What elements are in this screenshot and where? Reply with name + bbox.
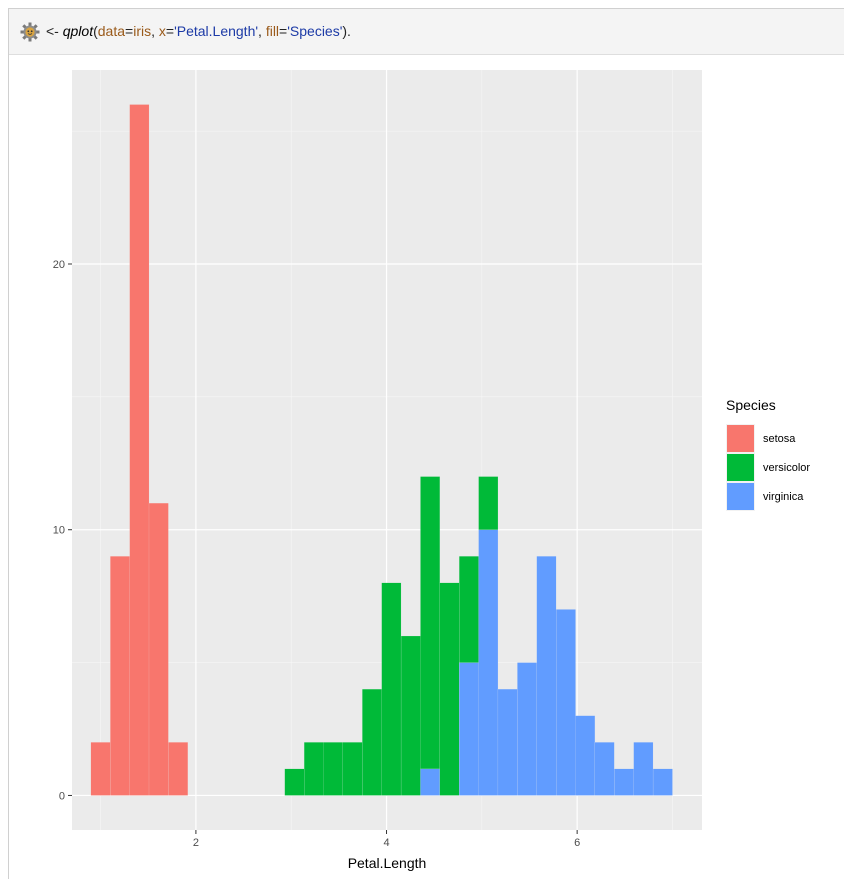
code-arg-name: data: [97, 23, 126, 39]
code-line: <- qplot(data=iris, x='Petal.Length', fi…: [46, 23, 351, 39]
bar-virginica: [420, 768, 440, 796]
y-tick-label: 0: [59, 790, 65, 802]
code-eq: =: [165, 23, 175, 39]
x-tick-label: 2: [193, 837, 199, 849]
bar-virginica: [478, 529, 499, 796]
bar-virginica: [556, 609, 576, 796]
output-frame: [8, 8, 844, 879]
code-paren-close: ).: [342, 23, 351, 39]
code-arg-value: iris: [133, 23, 152, 39]
code-eq: =: [125, 23, 134, 39]
y-tick-label: 10: [53, 525, 65, 537]
bar-virginica: [536, 556, 557, 796]
code-arg-name: fill: [265, 23, 280, 39]
code-assign: <-: [46, 23, 63, 39]
bar-virginica: [517, 662, 537, 796]
code-sep: ,: [258, 23, 266, 39]
bar-virginica: [652, 768, 673, 796]
code-arg-name: x: [158, 23, 166, 39]
bar-versicolor: [342, 742, 363, 796]
bar-setosa: [129, 104, 150, 796]
bar-versicolor: [323, 742, 344, 796]
bar-versicolor: [459, 556, 479, 663]
legend-key-setosa: [727, 425, 754, 452]
bar-versicolor: [420, 476, 440, 770]
legend-label-setosa: setosa: [763, 433, 796, 445]
x-tick-label: 6: [574, 837, 580, 849]
bar-virginica: [614, 768, 634, 796]
code-eq: =: [279, 23, 288, 39]
bar-setosa: [148, 503, 169, 796]
bar-setosa: [90, 742, 111, 796]
bar-versicolor: [439, 582, 460, 796]
x-tick-label: 4: [383, 837, 389, 849]
code-function: qplot: [62, 23, 94, 39]
gear-robot-icon: [20, 22, 40, 42]
legend-title: Species: [726, 397, 776, 413]
x-axis-title: Petal.Length: [348, 855, 427, 871]
code-arg-value: 'Petal.Length': [174, 23, 259, 39]
bar-versicolor: [362, 689, 382, 796]
code-bar: <- qplot(data=iris, x='Petal.Length', fi…: [9, 9, 844, 55]
bar-virginica: [497, 689, 518, 796]
bar-virginica: [575, 715, 596, 796]
bar-setosa: [110, 556, 130, 796]
y-tick-label: 20: [53, 259, 65, 271]
bar-versicolor: [400, 635, 421, 796]
bar-versicolor: [304, 742, 324, 796]
bar-versicolor: [284, 768, 305, 796]
code-sep: ,: [151, 23, 159, 39]
bar-virginica: [594, 742, 615, 796]
code-arg-value: 'Species': [287, 23, 343, 39]
bar-versicolor: [478, 476, 499, 530]
code-paren-open: (: [93, 23, 98, 39]
bar-virginica: [459, 662, 479, 796]
legend-label-versicolor: versicolor: [763, 462, 810, 474]
legend-key-versicolor: [727, 454, 754, 481]
bar-setosa: [168, 742, 188, 796]
bar-virginica: [633, 742, 654, 796]
legend-key-virginica: [727, 483, 754, 510]
bar-versicolor: [381, 582, 402, 796]
legend-label-virginica: virginica: [763, 491, 804, 503]
